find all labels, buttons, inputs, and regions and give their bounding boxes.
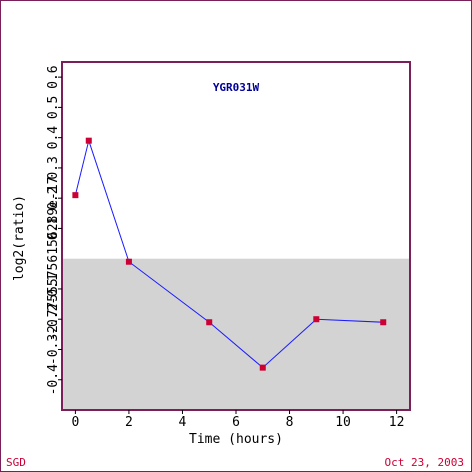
y-tick-label: -0.1: [46, 273, 61, 304]
y-tick-label: -2.77555756156289e-17: [46, 177, 61, 341]
x-axis-label: Time (hours): [189, 432, 283, 447]
y-tick-label: -0.4: [46, 364, 61, 395]
footer-source: SGD: [6, 456, 26, 469]
y-tick-label: 0.6: [46, 65, 61, 88]
y-tick-label: 0.1: [46, 217, 61, 240]
y-tick-label: 0.3: [46, 156, 61, 179]
x-tick-label: 2: [125, 415, 133, 430]
data-point: [125, 258, 132, 265]
data-point: [380, 319, 387, 326]
x-tick-label: 0: [71, 415, 79, 430]
footer-date: Oct 23, 2003: [385, 456, 464, 469]
x-axis: 0 2 4 6 8 10 12: [71, 410, 404, 430]
y-tick-label: -0.2: [46, 304, 61, 335]
y-axis-label: log2(ratio): [12, 195, 27, 281]
y-tick-label: 0.5: [46, 96, 61, 119]
chart-title: YGR031W: [213, 81, 260, 94]
data-point: [313, 316, 320, 323]
y-tick-label: 0.4: [46, 126, 61, 150]
x-tick-label: 10: [335, 415, 351, 430]
data-point: [72, 192, 79, 199]
data-point: [206, 319, 213, 326]
x-tick-label: 6: [232, 415, 240, 430]
x-tick-label: 8: [286, 415, 294, 430]
y-axis: -0.4-0.3-0.2-0.1-2.77555756156289e-170.1…: [46, 65, 62, 395]
y-tick-label: -0.3: [46, 334, 61, 365]
data-point: [259, 364, 266, 371]
x-tick-label: 12: [389, 415, 405, 430]
series-layer: [72, 137, 387, 371]
x-tick-label: 4: [179, 415, 187, 430]
data-point: [85, 137, 92, 144]
shaded-band: [62, 258, 410, 410]
y-tick-label: 0.2: [46, 186, 61, 209]
